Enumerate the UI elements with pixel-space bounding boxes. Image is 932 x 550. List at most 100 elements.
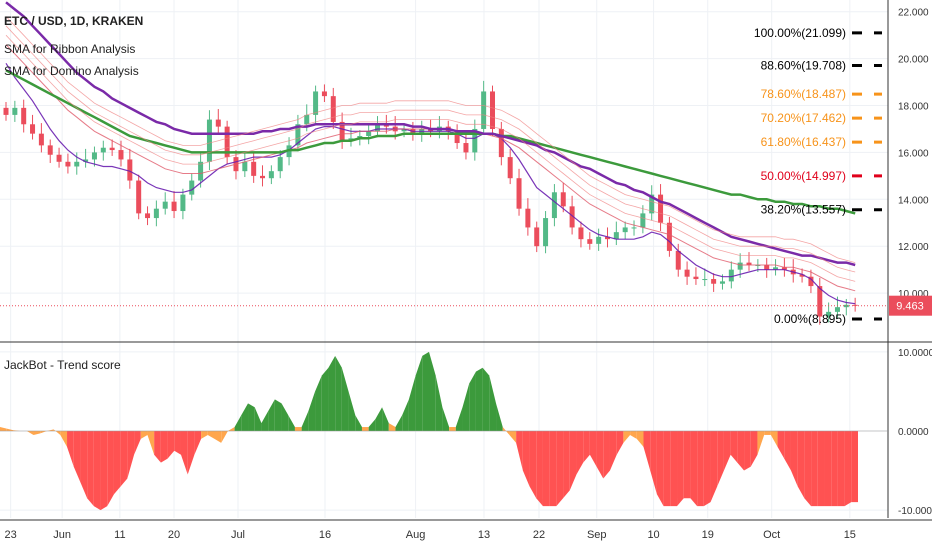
trend-score-segment <box>113 431 121 495</box>
candle-body <box>746 262 752 265</box>
trend-score-segment <box>797 431 805 499</box>
trend-score-segment <box>6 428 14 431</box>
trend-score-segment <box>831 431 838 507</box>
trend-score-segment <box>475 367 483 431</box>
trend-score-segment <box>824 431 832 507</box>
trend-score-segment <box>790 431 798 487</box>
trend-score-segment <box>248 403 255 431</box>
trend-score-segment <box>187 431 195 475</box>
candle-body <box>91 152 97 160</box>
candle-body <box>658 194 664 223</box>
trend-score-segment <box>784 431 791 471</box>
trend-score-segment <box>817 431 825 507</box>
candle-body <box>145 213 151 219</box>
fib-level-label: 70.20%(17.462) <box>761 111 846 125</box>
candle-body <box>613 232 619 240</box>
x-tick-label: Jul <box>231 529 245 541</box>
candle-body <box>109 147 115 151</box>
candle-body <box>773 267 779 270</box>
candle-body <box>507 157 513 179</box>
trend-score-segment <box>207 431 215 439</box>
y-tick-label: 10.000 <box>898 289 929 300</box>
trend-score-segment <box>516 431 523 471</box>
candle-body <box>277 157 283 172</box>
trend-score-segment <box>93 431 101 511</box>
trend-score-segment <box>33 431 41 435</box>
indicator-domino-label[interactable]: SMA for Domino Analysis <box>4 64 139 78</box>
candle-body <box>83 159 89 162</box>
trend-score-segment <box>435 375 443 431</box>
candle-body <box>711 279 717 284</box>
candle-body <box>366 131 372 136</box>
candle-body <box>321 91 327 97</box>
y-tick-label: 16.000 <box>898 148 929 159</box>
trend-score-segment <box>227 427 235 431</box>
candle-body <box>180 194 186 212</box>
trend-score-segment <box>723 431 731 471</box>
trend-score-segment <box>429 351 436 431</box>
trend-score-segment <box>294 427 302 431</box>
trend-score-segment <box>341 367 349 431</box>
symbol-title[interactable]: ETC / USD, 1D, KRAKEN <box>4 14 144 28</box>
fib-level-label: 78.60%(18.487) <box>761 87 846 101</box>
trend-score-segment <box>140 431 148 439</box>
x-tick-label: Aug <box>406 529 426 541</box>
trend-score-segment <box>408 375 416 431</box>
trend-score-segment <box>100 431 108 511</box>
candle-body <box>702 279 708 281</box>
indicator-ribbon-label[interactable]: SMA for Ribbon Analysis <box>4 42 136 56</box>
trend-score-segment <box>757 431 765 455</box>
candle-body <box>631 227 637 229</box>
trend-score-segment <box>569 431 577 491</box>
trend-score-segment <box>576 431 584 475</box>
trend-score-segment <box>770 431 778 447</box>
trend-score-segment <box>160 431 168 463</box>
candle-body <box>251 161 257 176</box>
trend-score-segment <box>335 355 342 431</box>
trend-score-segment <box>415 355 423 431</box>
candle-body <box>74 161 80 167</box>
x-tick-label: 20 <box>168 529 180 541</box>
trend-score-segment <box>462 383 470 431</box>
trend-score-segment <box>603 431 610 479</box>
fib-level-label: 50.00%(14.997) <box>761 169 846 183</box>
trend-score-segment <box>844 431 852 507</box>
candle-body <box>728 269 734 282</box>
trend-score-segment <box>67 431 74 467</box>
trend-score-segment <box>837 431 845 507</box>
trend-score-segment <box>683 431 691 499</box>
fib-level-label: 61.80%(16.437) <box>761 135 846 149</box>
trend-score-segment <box>549 431 557 507</box>
candle-body <box>171 201 177 212</box>
x-tick-label: 19 <box>702 529 714 541</box>
trend-score-segment <box>355 415 362 431</box>
candle-body <box>38 133 44 146</box>
trend-score-title[interactable]: JackBot - Trend score <box>4 358 121 372</box>
y-tick-label: 20.000 <box>898 55 929 66</box>
x-tick-label: 11 <box>114 529 125 541</box>
candle-body <box>47 145 53 155</box>
candle-body <box>578 227 584 240</box>
trend-score-segment <box>609 431 617 471</box>
candle-body <box>498 128 504 158</box>
trend-score-segment <box>53 429 61 435</box>
trend-score-segment <box>281 403 289 431</box>
trend-score-segment <box>589 431 597 467</box>
trend-score-segment <box>677 431 684 507</box>
candle-body <box>454 131 460 144</box>
candle-body <box>339 121 345 141</box>
candle-body <box>489 91 495 129</box>
candle-body <box>224 126 230 158</box>
candle-body <box>666 222 672 251</box>
trend-score-segment <box>134 431 141 455</box>
trend-score-segment <box>422 351 429 431</box>
candle-body <box>560 192 566 207</box>
fib-level-label: 38.20%(13.557) <box>761 203 846 217</box>
candle-body <box>153 208 159 219</box>
candle-body <box>295 124 301 146</box>
x-tick-label: 10 <box>647 529 659 541</box>
moving-average-line <box>5 62 856 305</box>
candle-body <box>136 180 142 214</box>
trend-score-segment <box>73 431 81 483</box>
